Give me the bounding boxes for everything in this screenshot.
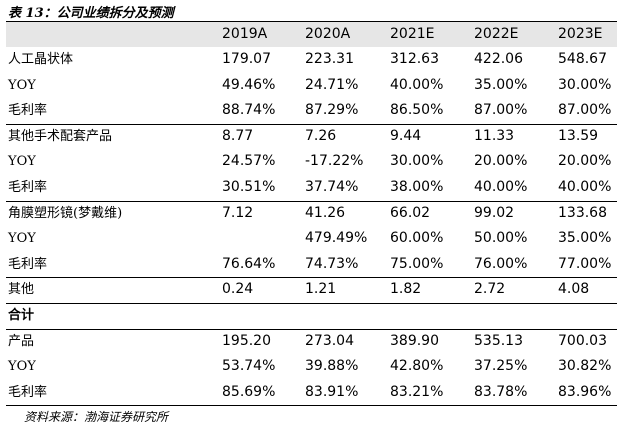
cell: 85.69% [222, 383, 276, 400]
cell: 49.46% [222, 76, 276, 93]
cell: 74.73% [305, 255, 359, 272]
cell: 20.00% [474, 153, 528, 170]
cell: 7.12 [222, 204, 254, 221]
cell: 38.00% [390, 179, 444, 195]
table-title: 表 13：公司业绩拆分及预测 [8, 6, 174, 21]
cell: 83.91% [305, 383, 359, 400]
row-label: 人工晶状体 [8, 52, 74, 67]
cell: 700.03 [558, 332, 607, 349]
cell: 35.00% [474, 76, 528, 93]
cell: 179.07 [222, 51, 271, 67]
section-label: 合计 [8, 308, 35, 323]
cell: 83.78% [474, 383, 528, 400]
row-label: 其他 [8, 282, 35, 298]
cell: 30.51% [222, 179, 276, 195]
cell: 389.90 [390, 332, 439, 349]
rule [6, 405, 617, 407]
cell: 83.96% [558, 383, 612, 400]
rule [6, 303, 617, 304]
cell: 8.77 [222, 127, 254, 144]
column-header: 2019A [222, 26, 268, 42]
cell: 1.21 [305, 281, 337, 298]
cell: 0.24 [222, 281, 254, 298]
cell: 9.44 [390, 127, 422, 144]
row-label: 毛利率 [8, 103, 48, 119]
cell: 77.00% [558, 255, 612, 272]
cell: 40.00% [558, 179, 612, 195]
column-header: 2022E [474, 26, 519, 42]
cell: 13.59 [558, 127, 599, 144]
cell: 60.00% [390, 230, 444, 247]
rule [6, 277, 617, 279]
cell: 30.00% [558, 76, 612, 93]
cell: 87.00% [474, 102, 528, 119]
cell: 479.49% [305, 230, 368, 247]
cell: 99.02 [474, 204, 515, 221]
cell: 37.74% [305, 179, 359, 195]
rule [6, 123, 617, 125]
cell: 312.63 [390, 51, 439, 67]
cell: 50.00% [474, 230, 528, 247]
cell: 2.72 [474, 281, 506, 298]
cell: 87.00% [558, 102, 612, 119]
row-label: 产品 [8, 333, 35, 349]
row-label: 毛利率 [8, 256, 48, 272]
cell: 24.71% [305, 76, 359, 93]
row-label: YOY [8, 154, 36, 170]
row-label: 毛利率 [8, 384, 48, 400]
cell: 273.04 [305, 332, 354, 349]
cell: 76.64% [222, 255, 276, 272]
row-label: 角膜塑形镜(梦戴维) [8, 205, 123, 221]
cell: 535.13 [474, 332, 523, 349]
cell: 88.74% [222, 102, 276, 119]
cell: 42.80% [390, 358, 444, 375]
column-header: 2020A [305, 26, 351, 42]
row-label: 其他手术配套产品 [8, 128, 113, 144]
cell: 223.31 [305, 51, 354, 67]
cell: 4.08 [558, 281, 590, 298]
cell: 11.33 [474, 127, 515, 144]
source-note: 资料来源：渤海证券研究所 [24, 410, 169, 424]
rule [6, 200, 617, 202]
cell: 87.29% [305, 102, 359, 119]
cell: 7.26 [305, 127, 337, 144]
rule [6, 328, 617, 330]
row-label: YOY [8, 77, 36, 93]
cell: 39.88% [305, 358, 359, 375]
cell: 75.00% [390, 255, 444, 272]
cell: 86.50% [390, 102, 444, 119]
cell: 76.00% [474, 255, 528, 272]
header-row [6, 22, 617, 47]
cell: -17.22% [305, 153, 364, 170]
cell: 195.20 [222, 332, 271, 349]
row-label: YOY [8, 359, 36, 375]
column-header: 2023E [558, 26, 603, 42]
row-label: YOY [8, 231, 36, 247]
cell: 40.00% [390, 76, 444, 93]
column-header: 2021E [390, 26, 435, 42]
cell: 548.67 [558, 51, 607, 67]
cell: 35.00% [558, 230, 612, 247]
cell: 1.82 [390, 281, 422, 298]
cell: 133.68 [558, 204, 607, 221]
cell: 66.02 [390, 204, 431, 221]
cell: 83.21% [390, 383, 444, 400]
cell: 30.82% [558, 358, 612, 375]
rule [6, 21, 617, 22]
cell: 40.00% [474, 179, 528, 195]
cell: 41.26 [305, 204, 346, 221]
cell: 30.00% [390, 153, 444, 170]
cell: 53.74% [222, 358, 276, 375]
cell: 20.00% [558, 153, 612, 170]
cell: 24.57% [222, 153, 276, 170]
cell: 37.25% [474, 358, 528, 375]
row-label: 毛利率 [8, 180, 48, 195]
cell: 422.06 [474, 51, 523, 67]
